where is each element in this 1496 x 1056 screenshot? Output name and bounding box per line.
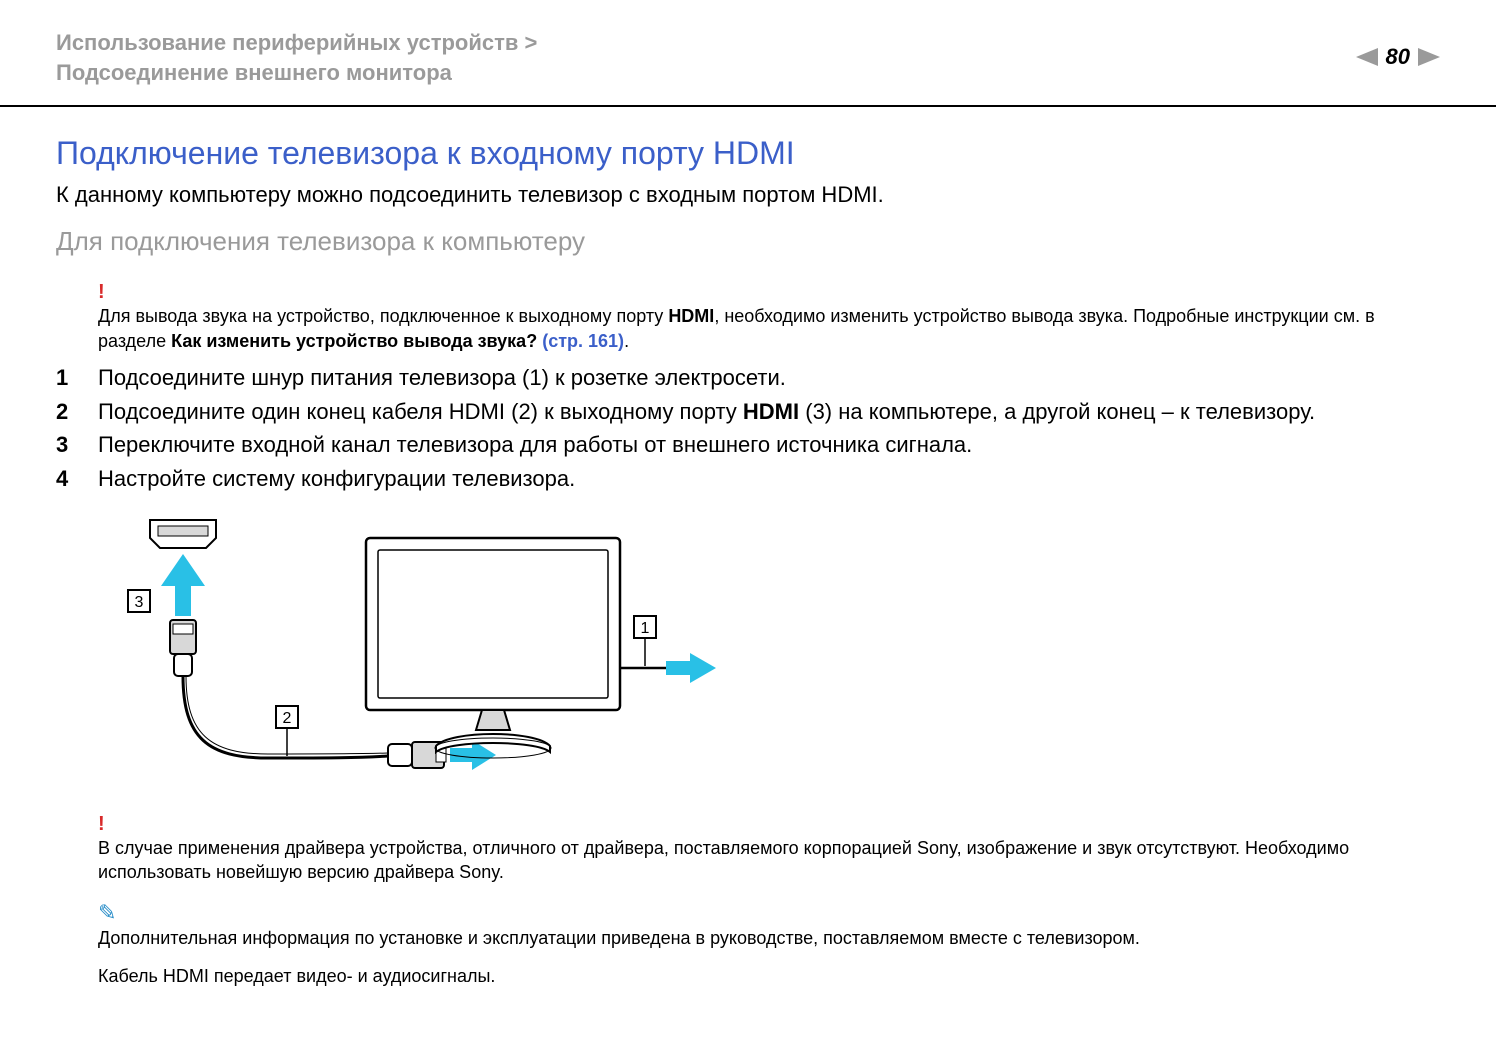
diagram-label-3: 3 (128, 590, 150, 612)
breadcrumb-line-2: Подсоединение внешнего монитора (56, 60, 452, 85)
step-4: Настройте систему конфигурации телевизор… (56, 464, 1440, 494)
tip-icon: ✎ (98, 898, 1440, 928)
connection-diagram: 3 2 (98, 508, 1440, 793)
final-line: Кабель HDMI передает видео- и аудиосигна… (98, 964, 1440, 988)
section-subtitle: Для подключения телевизора к компьютеру (56, 226, 1440, 257)
warning1-text: Для вывода звука на устройство, подключе… (98, 306, 1375, 350)
warning-icon: ! (98, 811, 1440, 838)
page-ref-link[interactable]: (стр. 161) (537, 331, 624, 351)
step-1: Подсоедините шнур питания телевизора (1)… (56, 363, 1440, 393)
tip-note: ✎ Дополнительная информация по установке… (98, 898, 1440, 950)
arrow-power-out-icon (666, 653, 716, 683)
breadcrumb: Использование периферийных устройств > П… (56, 28, 537, 87)
page-header: Использование периферийных устройств > П… (0, 0, 1496, 105)
pager: 80 (1356, 28, 1440, 70)
step-3: Переключите входной канал телевизора для… (56, 430, 1440, 460)
hdmi-port-icon (150, 520, 216, 548)
page: Использование периферийных устройств > П… (0, 0, 1496, 1056)
svg-text:1: 1 (641, 620, 650, 637)
final-notes: ! В случае применения драйвера устройств… (98, 811, 1440, 989)
page-title: Подключение телевизора к входному порту … (56, 135, 1440, 172)
page-number: 80 (1386, 44, 1410, 70)
diagram-label-1: 1 (634, 616, 656, 666)
steps-list: Подсоедините шнур питания телевизора (1)… (56, 363, 1440, 494)
warning-note-2: ! В случае применения драйвера устройств… (98, 811, 1440, 885)
diagram-label-2: 2 (276, 706, 298, 756)
intro-text: К данному компьютеру можно подсоединить … (56, 182, 1440, 208)
svg-text:3: 3 (135, 594, 144, 611)
arrow-into-port-icon (161, 554, 205, 616)
step-2: Подсоедините один конец кабеля HDMI (2) … (56, 397, 1440, 427)
prev-page-arrow-icon[interactable] (1356, 48, 1378, 66)
next-page-arrow-icon[interactable] (1418, 48, 1440, 66)
content: Подключение телевизора к входному порту … (0, 107, 1496, 1042)
breadcrumb-line-1: Использование периферийных устройств > (56, 30, 537, 55)
hdmi-plug-top-icon (170, 620, 196, 676)
warning-icon: ! (98, 279, 1440, 306)
svg-text:2: 2 (283, 710, 292, 727)
tv-icon (366, 538, 620, 758)
warning-note-1: ! Для вывода звука на устройство, подклю… (98, 279, 1440, 353)
